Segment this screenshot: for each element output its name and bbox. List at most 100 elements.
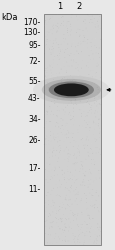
Point <box>69 153 70 157</box>
Point <box>45 212 47 216</box>
Point <box>89 231 91 235</box>
Point <box>88 182 90 186</box>
Point <box>52 58 54 62</box>
Point <box>59 120 61 124</box>
Point <box>88 230 90 234</box>
Point <box>61 14 63 18</box>
Point <box>88 126 90 130</box>
Point <box>89 234 91 238</box>
Text: 17-: 17- <box>28 164 40 173</box>
Point <box>78 79 80 83</box>
Point <box>87 232 88 236</box>
Point <box>51 151 53 155</box>
Point <box>97 150 99 154</box>
Point <box>66 30 68 34</box>
Point <box>69 140 70 144</box>
Point <box>59 23 61 27</box>
Point <box>43 126 45 130</box>
Point <box>93 82 95 86</box>
Point <box>53 84 54 88</box>
Point <box>76 192 78 196</box>
Point <box>66 202 68 206</box>
Point <box>94 198 96 202</box>
Point <box>78 154 80 158</box>
Text: 72-: 72- <box>28 57 40 66</box>
Point <box>45 22 47 26</box>
Point <box>89 146 91 150</box>
Point <box>82 242 84 246</box>
Point <box>52 186 54 190</box>
Point <box>91 194 93 198</box>
Point <box>56 186 58 190</box>
Point <box>93 97 95 101</box>
Point <box>88 170 90 173</box>
Point <box>55 136 57 140</box>
Point <box>61 76 63 80</box>
Point <box>45 121 47 125</box>
Point <box>51 25 53 29</box>
Point <box>66 46 68 50</box>
Point <box>79 42 81 46</box>
Point <box>88 191 90 195</box>
Point <box>49 224 50 228</box>
Point <box>69 29 70 33</box>
Point <box>88 216 90 220</box>
Point <box>70 104 72 108</box>
Point <box>89 228 91 232</box>
Point <box>93 240 95 244</box>
Point <box>89 178 91 182</box>
Point <box>96 226 98 230</box>
Point <box>56 88 58 92</box>
Point <box>86 114 88 118</box>
Point <box>86 150 88 154</box>
Point <box>70 44 72 48</box>
Point <box>99 229 101 233</box>
Point <box>59 194 61 198</box>
Point <box>75 192 77 196</box>
Point <box>59 126 61 130</box>
Point <box>45 143 47 147</box>
Point <box>60 185 62 189</box>
Point <box>94 96 96 100</box>
Point <box>94 226 96 230</box>
Point <box>53 55 55 59</box>
Point <box>71 76 73 80</box>
Point <box>89 171 91 175</box>
Point <box>49 17 51 21</box>
Point <box>97 63 99 67</box>
Point <box>91 216 92 220</box>
Point <box>62 146 63 150</box>
Point <box>64 133 66 137</box>
Point <box>64 144 65 148</box>
Point <box>64 225 66 229</box>
Point <box>46 17 48 21</box>
Point <box>66 128 68 132</box>
Point <box>73 53 75 57</box>
Point <box>92 180 94 184</box>
Point <box>79 84 80 88</box>
Point <box>50 175 52 179</box>
Point <box>54 165 55 169</box>
Point <box>75 102 77 106</box>
Point <box>97 117 99 121</box>
Point <box>70 59 72 63</box>
Point <box>64 81 65 85</box>
Point <box>79 138 81 142</box>
Text: kDa: kDa <box>1 13 17 22</box>
Point <box>92 21 93 25</box>
Point <box>90 56 92 60</box>
Point <box>68 203 70 207</box>
Point <box>88 42 89 46</box>
Point <box>48 211 50 215</box>
Point <box>85 234 87 238</box>
Point <box>97 106 99 110</box>
Point <box>80 50 82 54</box>
Point <box>70 64 72 68</box>
Point <box>63 216 65 220</box>
Point <box>79 160 81 164</box>
Point <box>67 157 69 161</box>
Point <box>57 49 58 53</box>
Point <box>52 78 54 82</box>
Point <box>57 135 59 139</box>
Point <box>55 41 57 45</box>
